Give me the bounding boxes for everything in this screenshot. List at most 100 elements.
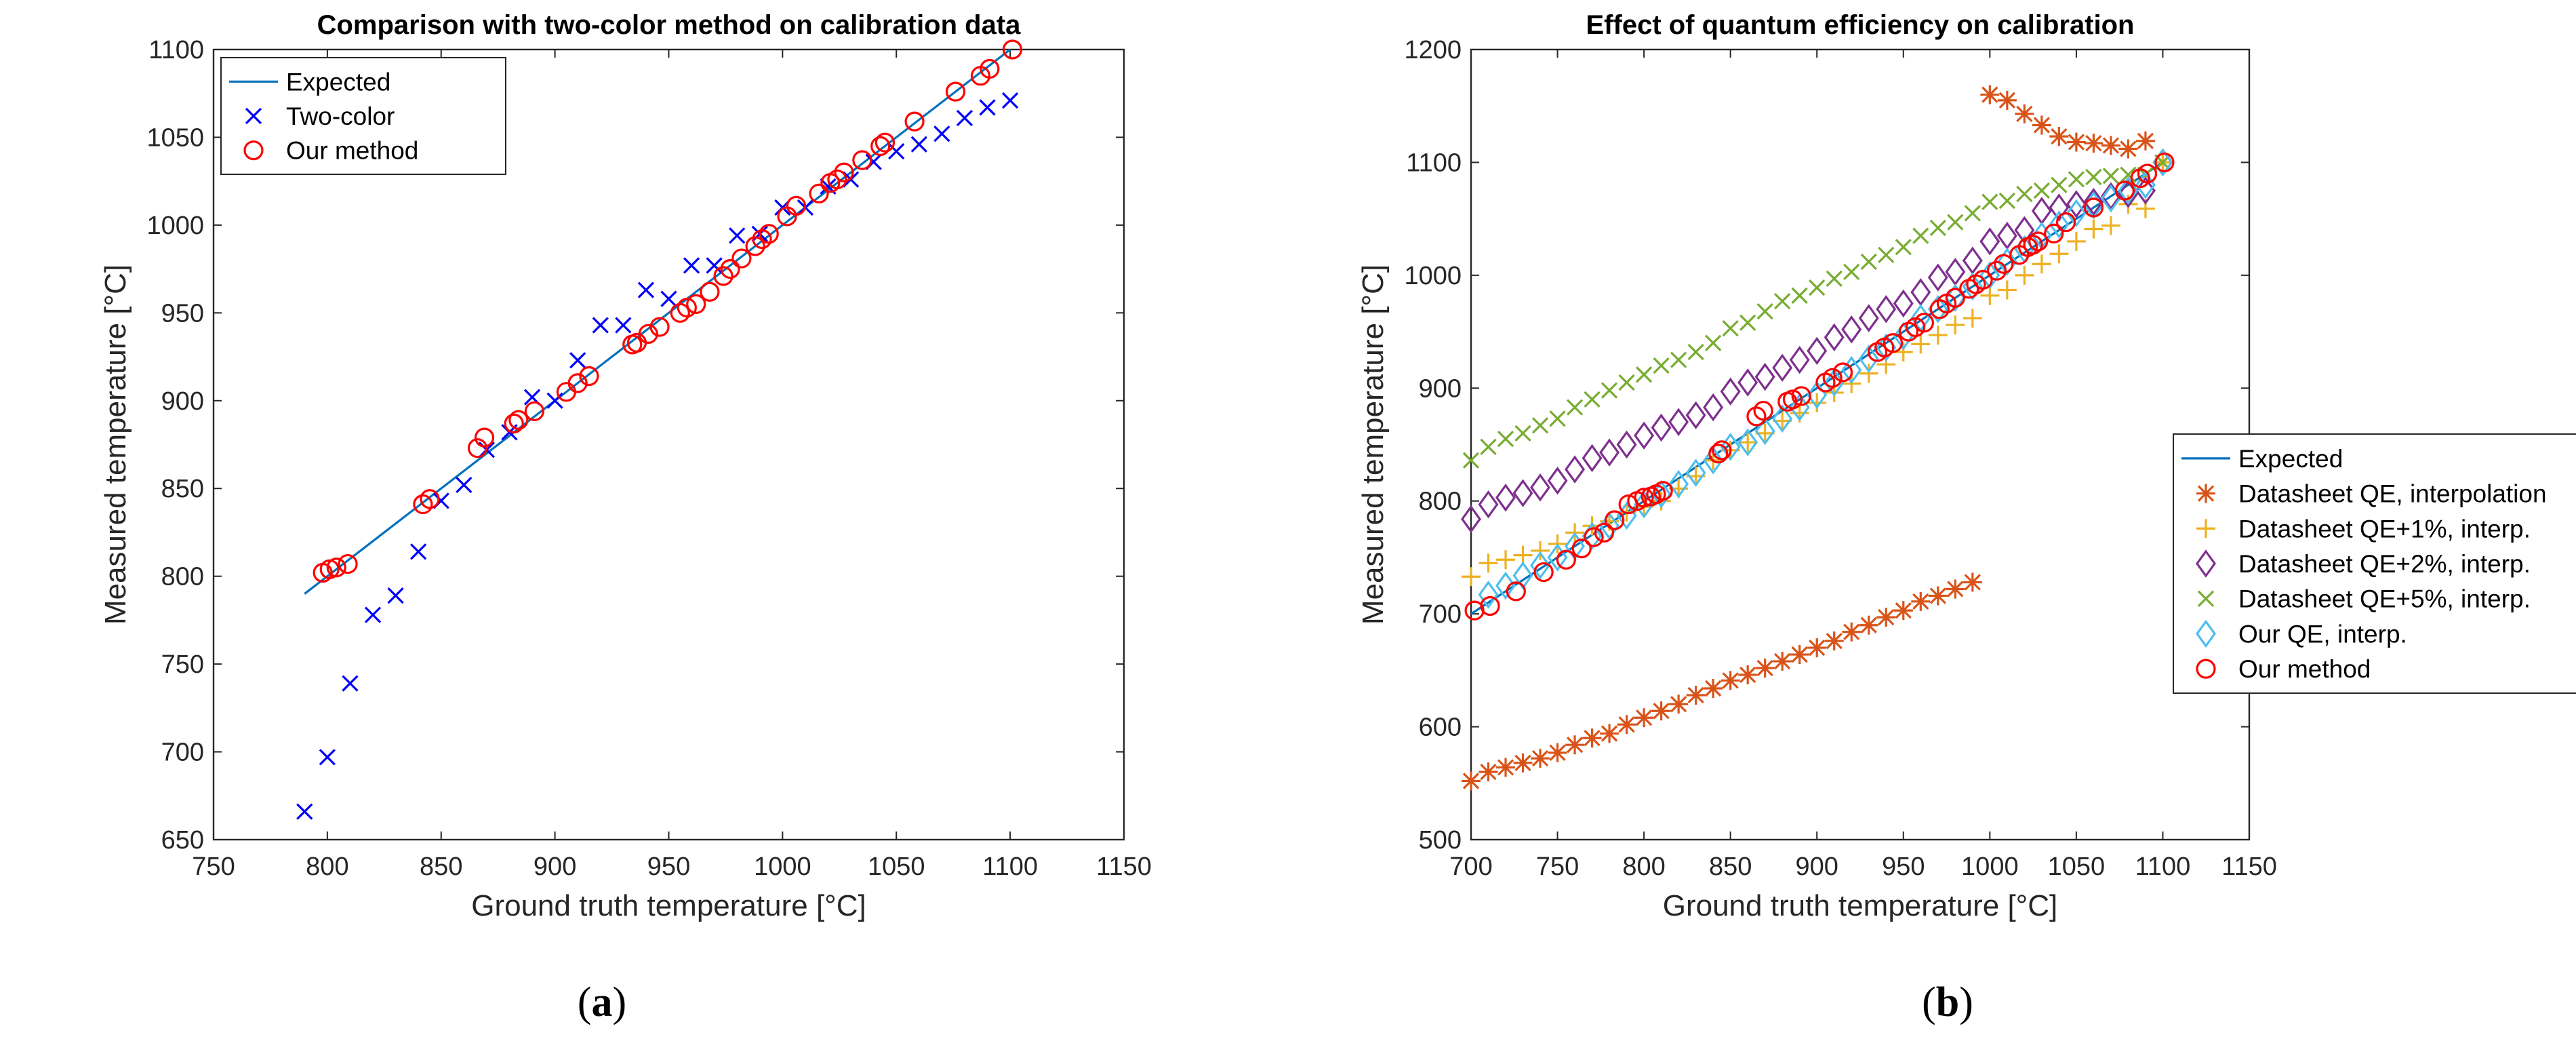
y-tick-label: 600 xyxy=(1419,713,1462,742)
data-point xyxy=(2028,231,2049,252)
data-point xyxy=(2044,223,2064,243)
x-tick-label: 1100 xyxy=(2135,853,2191,881)
x-tick-label: 1050 xyxy=(868,853,925,881)
data-point xyxy=(2154,152,2175,173)
x-tick-label: 1050 xyxy=(2048,853,2106,881)
data-point xyxy=(1876,608,1896,627)
data-point xyxy=(1986,260,2007,281)
data-point xyxy=(1565,735,1585,755)
data-point xyxy=(1963,572,1982,592)
data-point xyxy=(592,317,609,334)
y-tick-label: 900 xyxy=(1419,374,1462,403)
data-point xyxy=(1651,701,1671,721)
data-point xyxy=(1605,510,1625,530)
data-point xyxy=(660,290,677,307)
data-point xyxy=(2084,219,2104,239)
legend-swatch xyxy=(2196,619,2216,648)
y-tick-label: 800 xyxy=(1419,488,1462,516)
data-point xyxy=(2032,254,2051,274)
x-axis-label-a: Ground truth temperature [°C] xyxy=(471,889,866,922)
data-point xyxy=(2085,168,2102,186)
data-point xyxy=(1513,753,1533,772)
data-point xyxy=(2135,131,2155,151)
data-point xyxy=(729,227,746,244)
x-tick-label: 700 xyxy=(1449,853,1492,881)
data-point xyxy=(1480,595,1500,617)
data-point xyxy=(569,352,586,369)
data-point xyxy=(752,229,772,250)
data-point xyxy=(1824,631,1844,651)
data-point xyxy=(1826,270,1843,287)
data-point xyxy=(1600,724,1619,743)
plot-area-a xyxy=(212,48,1125,841)
data-point xyxy=(2137,163,2158,184)
data-point xyxy=(1980,85,2000,104)
y-tick-label: 750 xyxy=(161,650,204,679)
data-point xyxy=(524,401,545,421)
data-point xyxy=(1912,227,1929,244)
data-point xyxy=(1530,551,1551,580)
data-point xyxy=(387,587,404,604)
x-tick-label: 750 xyxy=(192,853,235,881)
x-tick-label: 900 xyxy=(534,853,576,881)
data-point xyxy=(1480,438,1497,455)
data-point xyxy=(1635,366,1653,383)
data-point xyxy=(2023,235,2043,255)
data-point xyxy=(1772,404,1793,433)
data-point xyxy=(910,136,927,153)
y-axis-label-a: Measured temperature [°C] xyxy=(99,265,132,625)
data-point xyxy=(683,257,700,274)
data-point xyxy=(2066,231,2086,251)
data-point xyxy=(1462,567,1481,587)
data-point xyxy=(1807,336,1828,366)
data-point xyxy=(579,366,599,387)
data-point xyxy=(1651,413,1672,442)
data-point xyxy=(504,413,524,434)
data-point xyxy=(1895,239,1912,256)
data-point xyxy=(2101,136,2120,155)
data-point xyxy=(1789,345,1810,374)
data-point xyxy=(1946,315,1965,335)
data-point xyxy=(1496,758,1516,777)
data-point xyxy=(1997,90,2017,110)
data-point xyxy=(2114,180,2135,201)
data-point xyxy=(1653,357,1670,374)
data-point xyxy=(1914,313,1934,333)
series-b-4 xyxy=(1462,154,2171,469)
data-point xyxy=(1807,638,1827,658)
data-point xyxy=(2066,199,2087,228)
data-point xyxy=(410,543,427,560)
data-point xyxy=(1772,353,1793,383)
data-point xyxy=(686,294,706,314)
data-point xyxy=(364,606,382,623)
data-point xyxy=(649,317,670,337)
data-point xyxy=(731,248,752,269)
data-point xyxy=(1756,302,1773,320)
data-point xyxy=(1462,771,1481,791)
legend-label: Expected xyxy=(286,68,390,96)
data-point xyxy=(1495,483,1516,512)
data-point xyxy=(1927,263,1948,292)
x-axis-label-b: Ground truth temperature [°C] xyxy=(1663,889,2058,922)
data-point xyxy=(1668,470,1689,498)
data-point xyxy=(456,476,472,494)
data-point xyxy=(413,494,433,515)
data-point xyxy=(2015,104,2034,123)
data-point xyxy=(1979,227,2000,256)
data-point xyxy=(945,81,966,102)
data-point xyxy=(1669,694,1689,714)
y-tick-label: 1050 xyxy=(146,123,204,152)
data-point xyxy=(1547,467,1568,495)
data-point xyxy=(809,183,829,203)
data-point xyxy=(852,150,872,170)
data-point xyxy=(2118,176,2139,205)
data-point xyxy=(1599,438,1620,467)
panel-a-chart: 750 800 850 900 950 1000 1050 1100 1150 650 700 750… xyxy=(99,10,1152,922)
data-point xyxy=(834,162,854,182)
data-point xyxy=(1565,455,1586,484)
data-point xyxy=(1462,452,1480,469)
data-point xyxy=(2068,171,2085,188)
data-point xyxy=(1929,219,1946,237)
data-point xyxy=(1911,334,1931,354)
y-tick-label: 700 xyxy=(1419,600,1462,629)
